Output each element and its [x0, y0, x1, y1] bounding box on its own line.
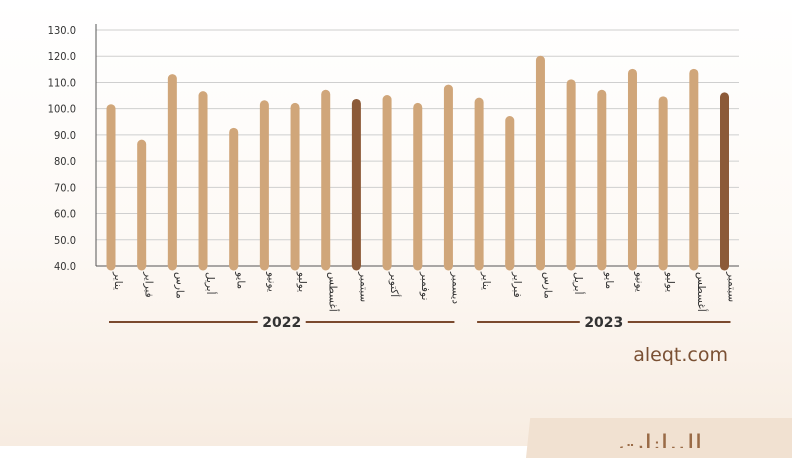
bar-base	[137, 260, 147, 266]
y-tick-label: 120.0	[48, 50, 76, 63]
source-label: aleqt.com	[633, 344, 728, 366]
x-tick-label: يونيو	[633, 271, 645, 292]
x-tick-label: سبتمبر	[726, 271, 738, 302]
bar-base	[321, 260, 331, 266]
y-tick-label: 110.0	[48, 76, 76, 89]
x-tick-label: نوفمبر	[419, 271, 431, 300]
x-tick-label: مارس	[173, 272, 185, 299]
bar-base	[167, 260, 177, 266]
bar-base	[474, 260, 484, 266]
bar-base	[535, 260, 545, 266]
corner-banner-text: البيانات	[618, 429, 703, 448]
y-tick-label: 60.0	[54, 208, 76, 221]
bars	[106, 55, 729, 271]
bar-base	[443, 260, 453, 266]
y-axis: 40.0 50.0 60.0 70.0 80.0 90.0 100.0 110.0 120.0 1…	[48, 24, 97, 273]
x-tick-label: أبريل	[204, 272, 218, 295]
bar-base	[566, 260, 576, 266]
bar-base	[413, 260, 423, 266]
bar-base	[382, 260, 392, 266]
bar-base	[198, 260, 208, 266]
bar-base	[290, 260, 300, 266]
bar-base	[627, 260, 637, 266]
bar-base	[505, 260, 515, 266]
x-tick-label: أغسطس	[695, 272, 709, 312]
bar-base	[229, 260, 239, 266]
bar-base	[351, 260, 361, 266]
y-tick-label: 100.0	[48, 103, 76, 116]
y-tick-label: 40.0	[54, 260, 76, 273]
x-tick-label: أبريل	[572, 272, 586, 295]
y-tick-label: 70.0	[54, 181, 76, 194]
year-group-label: 2023	[584, 315, 623, 331]
year-groups: 2022 2023	[109, 315, 731, 331]
x-tick-label: ديسمبر	[449, 271, 461, 304]
x-axis-labels: يناير فبراير مارس أبريل مايو يونيو يوليو أغسطس س…	[112, 271, 738, 312]
x-tick-label: يونيو	[265, 271, 277, 292]
bar-base	[689, 260, 699, 266]
bar-base	[597, 260, 607, 266]
x-tick-label: فبراير	[511, 271, 523, 298]
bar-base	[106, 260, 116, 266]
bar-base	[658, 260, 668, 266]
x-tick-label: مايو	[603, 271, 615, 289]
x-tick-label: مارس	[541, 272, 553, 299]
bar-chart: 40.0 50.0 60.0 70.0 80.0 90.0 100.0 110.0 120.0 1…	[48, 24, 739, 331]
y-tick-label: 80.0	[54, 155, 76, 168]
y-tick-label: 130.0	[48, 24, 76, 37]
bar-base	[259, 260, 269, 266]
x-tick-label: أغسطس	[327, 272, 341, 312]
x-tick-label: أكتوبر	[388, 271, 402, 297]
x-tick-label: يناير	[112, 271, 124, 290]
x-tick-label: سبتمبر	[357, 271, 369, 302]
x-tick-label: فبراير	[143, 271, 155, 298]
y-tick-label: 50.0	[54, 234, 76, 247]
bar-base	[720, 260, 729, 266]
x-tick-label: يوليو	[296, 271, 308, 292]
x-tick-label: يوليو	[664, 271, 676, 292]
x-tick-label: مايو	[235, 271, 247, 289]
y-tick-label: 90.0	[54, 129, 76, 142]
year-group-label: 2022	[262, 315, 301, 331]
x-tick-label: يناير	[480, 271, 492, 290]
